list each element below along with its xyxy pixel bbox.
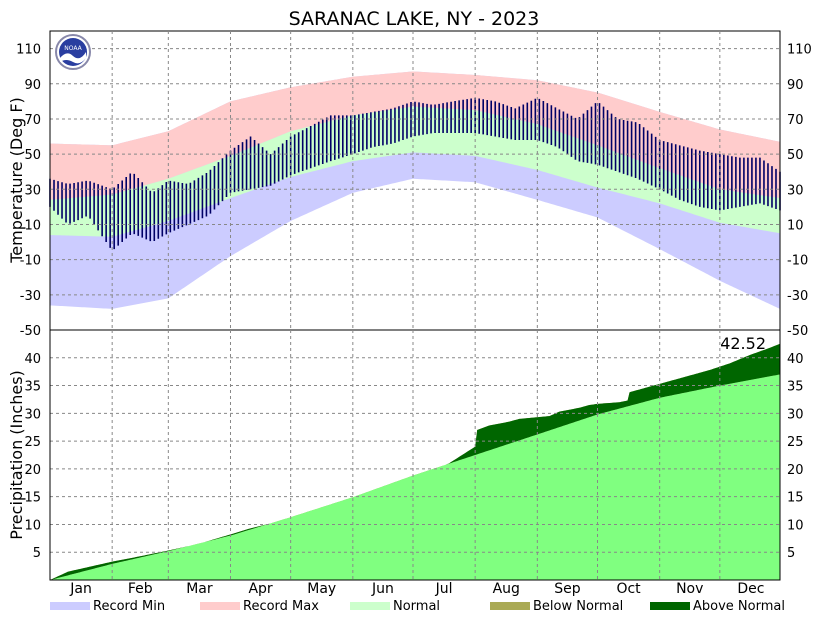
temp-tick-label-left: 110 xyxy=(16,43,41,58)
month-label: Jun xyxy=(371,581,394,597)
temp-tick-label-right: 30 xyxy=(787,183,804,198)
temp-tick-label-left: 30 xyxy=(24,183,41,198)
precip-tick-label-right: 20 xyxy=(787,463,804,478)
legend: Record Min Record Max Normal Below Normal Ab… xyxy=(50,599,785,614)
precip-tick-label-left: 25 xyxy=(24,435,41,450)
precip-total-annotation: 42.52 xyxy=(720,334,766,353)
month-label: Nov xyxy=(676,581,703,597)
month-label: Mar xyxy=(186,581,213,597)
month-label: May xyxy=(307,581,336,597)
legend-label: Below Normal xyxy=(533,599,623,614)
month-label: Dec xyxy=(737,581,764,597)
noaa-logo-wave xyxy=(60,52,86,64)
month-label: Aug xyxy=(493,581,520,597)
precip-tick-label-left: 5 xyxy=(33,546,41,561)
month-labels: Jan Feb Mar Apr May Jun Jul Aug Sep Oct Nov Dec xyxy=(69,31,764,597)
temp-tick-label-right: -10 xyxy=(787,254,808,269)
temp-tick-label-right: -30 xyxy=(787,289,808,304)
temp-tick-label-left: 10 xyxy=(24,218,41,233)
legend-label: Record Min xyxy=(93,599,165,614)
legend-label: Above Normal xyxy=(693,599,785,614)
temp-y-axis-label: Temperature (Deg F) xyxy=(7,97,26,264)
legend-label: Record Max xyxy=(243,599,319,614)
temp-tick-label-right: 70 xyxy=(787,113,804,128)
precip-tick-label-right: 40 xyxy=(787,352,804,367)
month-label: Jan xyxy=(69,581,92,597)
precip-tick-label-right: 10 xyxy=(787,518,804,533)
legend-swatch xyxy=(650,602,690,610)
precip-y-axis-label: Precipitation (Inches) xyxy=(7,370,26,540)
legend-label: Normal xyxy=(393,599,440,614)
precip-tick-label-right: 15 xyxy=(787,491,804,506)
noaa-logo: NOAA xyxy=(55,34,91,70)
month-label: Apr xyxy=(248,581,272,597)
temp-tick-label-left: -10 xyxy=(20,254,41,269)
noaa-logo-text: NOAA xyxy=(64,45,82,52)
month-label: Sep xyxy=(554,581,581,597)
temp-tick-label-left: 70 xyxy=(24,113,41,128)
precip-tick-label-left: 15 xyxy=(24,491,41,506)
temp-tick-label-left: -50 xyxy=(20,324,41,339)
temp-tick-label-left: 50 xyxy=(24,148,41,163)
precip-tick-label-right: 35 xyxy=(787,380,804,395)
temp-tick-label-right: -50 xyxy=(787,324,808,339)
month-label: Feb xyxy=(128,581,153,597)
precip-tick-label-left: 20 xyxy=(24,463,41,478)
temp-tick-label-right: 10 xyxy=(787,218,804,233)
temp-tick-label-left: -30 xyxy=(20,289,41,304)
legend-swatch xyxy=(490,602,530,610)
temp-tick-label-right: 90 xyxy=(787,78,804,93)
precip-tick-label-left: 40 xyxy=(24,352,41,367)
chart-title: SARANAC LAKE, NY - 2023 xyxy=(289,8,540,30)
precip-tick-label-right: 30 xyxy=(787,407,804,422)
precip-tick-label-left: 10 xyxy=(24,518,41,533)
temp-tick-label-left: 90 xyxy=(24,78,41,93)
temp-tick-label-right: 110 xyxy=(787,43,812,58)
month-label: Jul xyxy=(435,581,453,597)
precip-tick-label-right: 25 xyxy=(787,435,804,450)
precip-tick-label-right: 5 xyxy=(787,546,795,561)
legend-swatch xyxy=(50,602,90,610)
precip-frame xyxy=(49,329,781,581)
temp-tick-label-right: 50 xyxy=(787,148,804,163)
precip-tick-label-left: 35 xyxy=(24,380,41,395)
legend-swatch xyxy=(350,602,390,610)
legend-swatch xyxy=(200,602,240,610)
month-label: Oct xyxy=(616,581,641,597)
precip-tick-label-left: 30 xyxy=(24,407,41,422)
